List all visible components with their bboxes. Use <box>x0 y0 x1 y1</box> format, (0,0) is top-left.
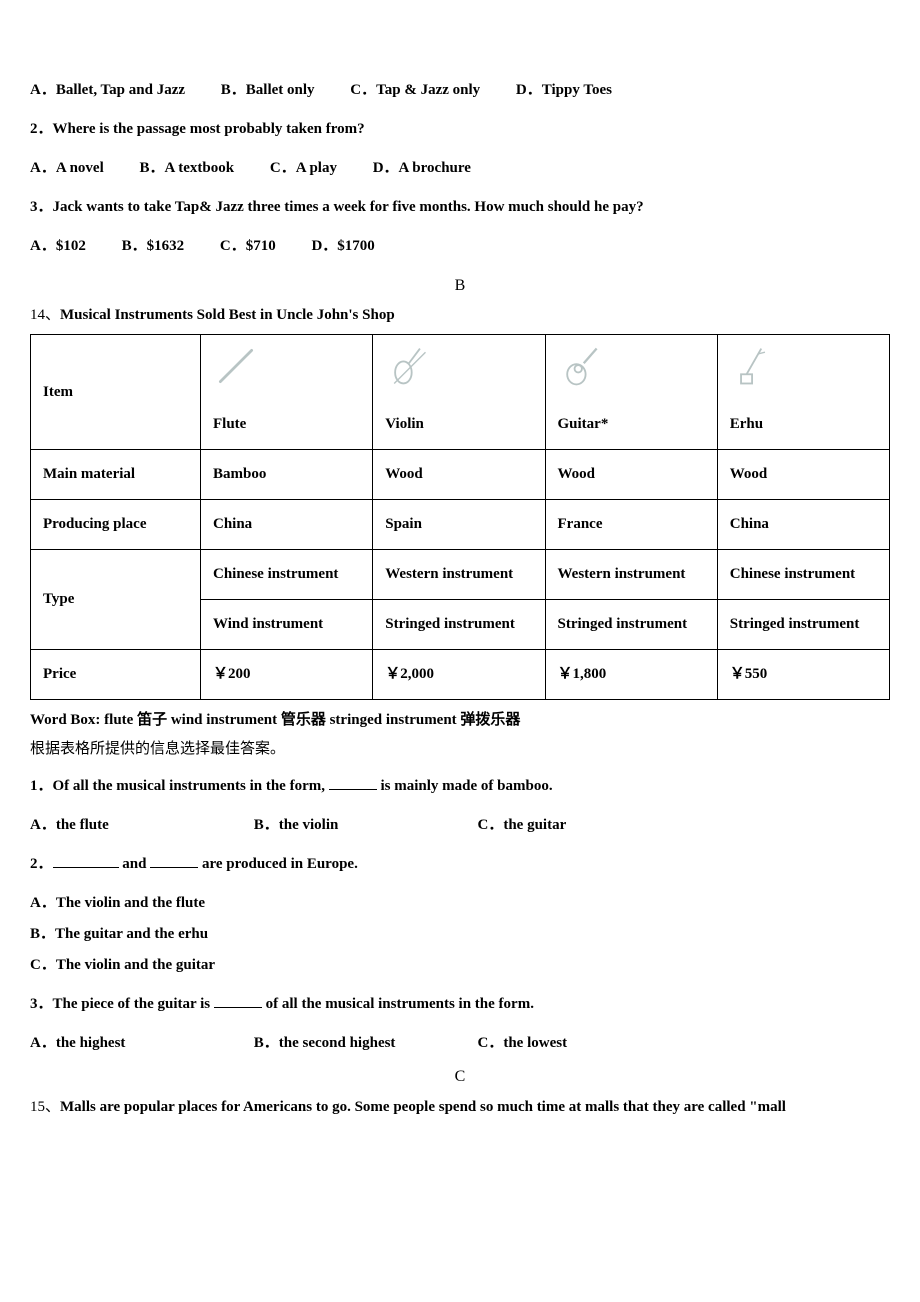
table-row-place: Producing place China Spain France China <box>31 500 890 550</box>
instruments-table: Item Flute Violin Guitar* Erhu Main mate… <box>30 334 890 700</box>
q3-opt-d: D．$1700 <box>311 238 374 254</box>
p14q2-mid: and <box>119 856 151 872</box>
erhu-material: Wood <box>717 450 889 500</box>
instruction-cn: 根据表格所提供的信息选择最佳答案。 <box>30 739 890 760</box>
violin-icon <box>373 335 545 401</box>
guitar-price: ￥1,800 <box>545 650 717 700</box>
p14q3-after: of all the musical instruments in the fo… <box>262 996 534 1012</box>
flute-name: Flute <box>201 400 373 450</box>
blank-icon <box>214 995 262 1009</box>
guitar-type2: Stringed instrument <box>545 600 717 650</box>
erhu-type2: Stringed instrument <box>717 600 889 650</box>
p14q3-opt-b: B．the second highest <box>254 1033 474 1054</box>
erhu-name: Erhu <box>717 400 889 450</box>
p14q2-opt-a: A．The violin and the flute <box>30 893 890 914</box>
row-header-item: Item <box>31 335 201 450</box>
p14q1-after: is mainly made of bamboo. <box>377 778 553 794</box>
guitar-icon <box>545 335 717 401</box>
p14q2-stem: 2． and are produced in Europe. <box>30 854 890 875</box>
erhu-price: ￥550 <box>717 650 889 700</box>
p14q2-opt-c: C．The violin and the guitar <box>30 955 890 976</box>
row-header-place: Producing place <box>31 500 201 550</box>
table-row-material: Main material Bamboo Wood Wood Wood <box>31 450 890 500</box>
flute-place: China <box>201 500 373 550</box>
q1-opt-a: A．Ballet, Tap and Jazz <box>30 82 185 98</box>
p14q3-opt-a: A．the highest <box>30 1033 250 1054</box>
p14q2-after: are produced in Europe. <box>198 856 358 872</box>
passage15-body: Malls are popular places for Americans t… <box>60 1099 786 1115</box>
p14q2-before: 2． <box>30 856 53 872</box>
section-c-heading: C <box>30 1066 890 1088</box>
q2-options: A．A novel B．A textbook C．A play D．A broc… <box>30 158 890 179</box>
passage15-text: 15、Malls are popular places for American… <box>30 1097 890 1118</box>
q1-opt-b: B．Ballet only <box>221 82 315 98</box>
q3-options: A．$102 B．$1632 C．$710 D．$1700 <box>30 236 890 257</box>
q2-opt-b: B．A textbook <box>140 160 235 176</box>
passage14-num: 14、 <box>30 307 60 323</box>
q1-opt-d: D．Tippy Toes <box>516 82 612 98</box>
q3-opt-b: B．$1632 <box>122 238 185 254</box>
blank-icon <box>329 777 377 791</box>
p14q1-stem: 1．Of all the musical instruments in the … <box>30 776 890 797</box>
q2-stem: 2．Where is the passage most probably tak… <box>30 119 890 140</box>
q2-opt-a: A．A novel <box>30 160 104 176</box>
table-row-price: Price ￥200 ￥2,000 ￥1,800 ￥550 <box>31 650 890 700</box>
p14q2-opt-b: B．The guitar and the erhu <box>30 924 890 945</box>
row-header-material: Main material <box>31 450 201 500</box>
q2-opt-d: D．A brochure <box>373 160 471 176</box>
violin-price: ￥2,000 <box>373 650 545 700</box>
q2-opt-c: C．A play <box>270 160 337 176</box>
p14q3-opt-c: C．the lowest <box>478 1033 678 1054</box>
p14q1-options: A．the flute B．the violin C．the guitar <box>30 815 890 836</box>
guitar-place: France <box>545 500 717 550</box>
p14q1-opt-c: C．the guitar <box>478 815 678 836</box>
erhu-type1: Chinese instrument <box>717 550 889 600</box>
flute-price: ￥200 <box>201 650 373 700</box>
flute-type1: Chinese instrument <box>201 550 373 600</box>
table-row-item: Item <box>31 335 890 401</box>
flute-icon <box>201 335 373 401</box>
passage14-title: Musical Instruments Sold Best in Uncle J… <box>60 307 395 323</box>
erhu-icon <box>717 335 889 401</box>
violin-place: Spain <box>373 500 545 550</box>
p14q3-before: 3．The piece of the guitar is <box>30 996 214 1012</box>
p14q3-stem: 3．The piece of the guitar is of all the … <box>30 994 890 1015</box>
guitar-material: Wood <box>545 450 717 500</box>
p14q1-opt-a: A．the flute <box>30 815 250 836</box>
p14q1-opt-b: B．the violin <box>254 815 474 836</box>
p14q1-before: 1．Of all the musical instruments in the … <box>30 778 329 794</box>
violin-type2: Stringed instrument <box>373 600 545 650</box>
section-b-heading: B <box>30 275 890 297</box>
guitar-name: Guitar* <box>545 400 717 450</box>
q1-opt-c: C．Tap & Jazz only <box>350 82 480 98</box>
erhu-place: China <box>717 500 889 550</box>
q1-options: A．Ballet, Tap and Jazz B．Ballet only C．T… <box>30 80 890 101</box>
guitar-type1: Western instrument <box>545 550 717 600</box>
violin-material: Wood <box>373 450 545 500</box>
p14q3-options: A．the highest B．the second highest C．the… <box>30 1033 890 1054</box>
blank-icon <box>150 855 198 869</box>
q3-opt-c: C．$710 <box>220 238 276 254</box>
passage14-heading: 14、Musical Instruments Sold Best in Uncl… <box>30 305 890 326</box>
row-header-price: Price <box>31 650 201 700</box>
row-header-type: Type <box>31 550 201 650</box>
violin-type1: Western instrument <box>373 550 545 600</box>
flute-material: Bamboo <box>201 450 373 500</box>
table-row-type1: Type Chinese instrument Western instrume… <box>31 550 890 600</box>
q3-stem: 3．Jack wants to take Tap& Jazz three tim… <box>30 197 890 218</box>
word-box: Word Box: flute 笛子 wind instrument 管乐器 s… <box>30 710 890 731</box>
passage15-num: 15、 <box>30 1099 60 1115</box>
q3-opt-a: A．$102 <box>30 238 86 254</box>
blank-icon <box>53 855 119 869</box>
violin-name: Violin <box>373 400 545 450</box>
flute-type2: Wind instrument <box>201 600 373 650</box>
